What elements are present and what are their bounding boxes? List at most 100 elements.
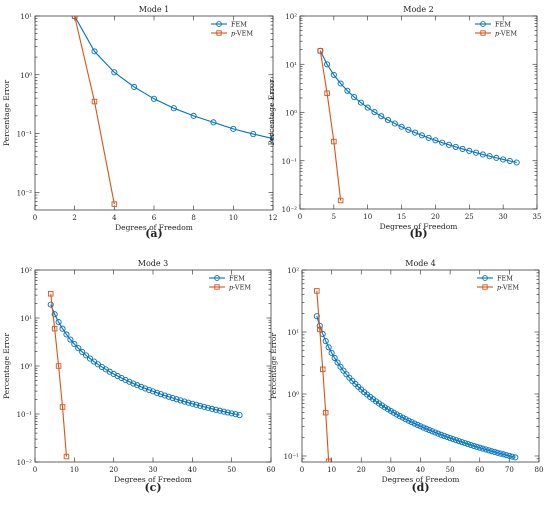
fem-point	[414, 421, 421, 428]
pvem-point	[314, 288, 320, 294]
legend-label-fem: FEM	[495, 21, 511, 29]
fem-point	[450, 436, 457, 443]
x-tick-label: 30	[386, 466, 395, 474]
x-tick-label: 10	[70, 466, 79, 474]
fem-point	[313, 313, 320, 320]
y-axis-label: Percentage Error	[269, 333, 278, 399]
plot-area	[71, 16, 273, 207]
pvem-point	[319, 366, 326, 373]
fem-point	[75, 345, 82, 352]
fem-point	[130, 380, 137, 387]
fem-point	[506, 452, 513, 459]
y-tick-label: 10²	[287, 267, 299, 275]
x-tick-label: 5	[332, 213, 336, 221]
fem-point	[476, 444, 483, 451]
x-axis-label: Degrees of Freedom	[382, 475, 460, 484]
pvem-point	[59, 404, 66, 410]
fem-point	[250, 131, 257, 138]
fem-point	[432, 429, 439, 436]
pvem-point	[55, 363, 62, 369]
fem-point	[220, 408, 227, 415]
x-tick-label: 30	[149, 466, 158, 474]
x-tick-label: 0	[300, 466, 304, 474]
x-tick-label: 6	[152, 214, 157, 222]
x-tick-label: 60	[267, 466, 276, 474]
x-tick-label: 35	[533, 213, 542, 221]
fem-point	[497, 450, 504, 457]
y-tick-label: 10⁻¹	[17, 411, 33, 419]
fem-point	[452, 143, 459, 150]
pvem-point	[324, 90, 330, 97]
fem-point	[55, 319, 62, 326]
pvem-point	[322, 409, 329, 416]
fem-point	[408, 419, 415, 426]
y-tick-label: 10¹	[287, 329, 299, 337]
fem-point	[138, 383, 145, 390]
fem-point	[149, 388, 157, 395]
pvem-point	[47, 291, 54, 297]
plot-area	[313, 288, 519, 462]
fem-point	[216, 407, 223, 414]
pvem-point	[91, 98, 98, 105]
fem-point	[486, 153, 493, 160]
fem-point	[390, 409, 397, 416]
fem-point	[384, 406, 391, 413]
x-tick-label: 0	[33, 214, 37, 222]
fem-point	[126, 378, 133, 385]
y-tick-label: 10¹	[20, 315, 32, 323]
fem-point	[425, 134, 432, 141]
fem-point	[381, 404, 389, 411]
fem-point	[131, 83, 138, 91]
fem-point	[337, 363, 344, 370]
fem-series-line	[74, 16, 273, 140]
panel-label: (b)	[409, 227, 427, 240]
fem-point	[479, 445, 486, 452]
y-tick-label: 10⁻¹	[282, 158, 298, 166]
fem-point	[87, 355, 94, 362]
fem-point	[71, 341, 78, 348]
fem-point	[90, 358, 98, 365]
fem-point	[142, 385, 149, 392]
fem-point	[328, 349, 335, 356]
fem-point	[91, 48, 98, 55]
chart-title: Mode 2	[403, 5, 434, 14]
chart-panel-4: 10⁻¹ 10⁰ 10¹ 10² 0 10 20 30 40 50 60 70 80 Mode 4 Degr…	[269, 259, 543, 494]
fem-point	[423, 425, 430, 432]
y-tick-label: 10²	[20, 267, 32, 275]
fem-point	[378, 113, 385, 120]
fem-point	[461, 440, 468, 447]
fem-point	[512, 454, 519, 461]
fem-point	[340, 367, 347, 374]
fem-point	[509, 453, 516, 460]
fem-point	[230, 125, 237, 132]
x-tick-label: 15	[397, 213, 406, 221]
fem-point	[467, 441, 474, 449]
y-tick-label: 10⁰	[20, 363, 32, 371]
fem-point	[59, 325, 66, 332]
x-tick-label: 20	[431, 213, 440, 221]
chart-title: Mode 3	[138, 259, 169, 268]
x-tick-label: 70	[505, 466, 514, 474]
fem-point	[197, 402, 204, 409]
fem-point	[500, 451, 507, 458]
fem-point	[464, 441, 471, 448]
fem-point	[224, 409, 231, 416]
fem-point	[157, 391, 164, 398]
fem-point	[324, 61, 331, 68]
fem-series-line	[319, 50, 517, 164]
fem-point	[441, 432, 448, 439]
fem-point	[337, 80, 344, 87]
fem-point	[387, 407, 394, 415]
pvem-series-line	[319, 50, 342, 201]
x-tick-label: 10	[363, 213, 372, 221]
legend-label-pvem: p-VEM	[497, 284, 519, 292]
fem-point	[170, 105, 177, 112]
x-tick-label: 20	[109, 466, 118, 474]
chart-title: Mode 4	[405, 259, 436, 268]
fem-point	[458, 439, 466, 446]
fem-point	[344, 87, 351, 94]
legend-label-pvem: p-VEM	[231, 30, 253, 38]
x-tick-label: 40	[188, 466, 197, 474]
